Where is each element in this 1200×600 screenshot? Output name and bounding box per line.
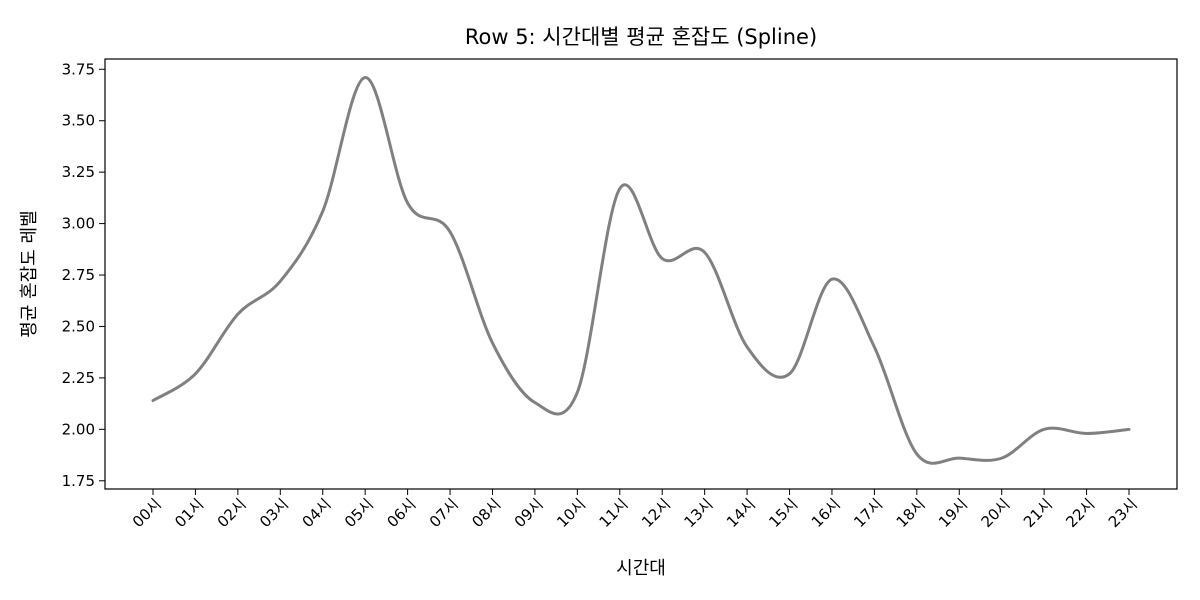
data-point: [618, 187, 622, 191]
data-point: [830, 277, 834, 281]
x-tick-label: 02시: [214, 495, 250, 531]
data-point: [788, 372, 792, 376]
x-tick-label: 23시: [1105, 495, 1141, 531]
data-point: [490, 341, 494, 345]
data-point: [363, 76, 367, 80]
x-tick-label: 09시: [511, 495, 547, 531]
y-tick-label: 3.75: [62, 60, 95, 78]
x-tick-label: 12시: [638, 495, 674, 531]
data-point: [745, 345, 749, 349]
x-tick-label: 06시: [383, 495, 419, 531]
x-tick-label: 18시: [893, 495, 929, 531]
x-tick-label: 10시: [553, 495, 589, 531]
x-tick-label: 13시: [680, 495, 716, 531]
data-point: [872, 345, 876, 349]
data-point: [533, 401, 537, 405]
x-axis: 00시 01시 02시 03시 04시 05시 06시 07시 08시 09시 10시 11시 12시 1…: [129, 489, 1141, 531]
x-tick-label: 20시: [978, 495, 1014, 531]
x-tick-label: 08시: [468, 495, 504, 531]
data-point: [703, 250, 707, 254]
x-tick-label: 16시: [808, 495, 844, 531]
chart-title: Row 5: 시간대별 평균 혼잡도 (Spline): [465, 25, 817, 49]
y-axis-label: 평균 혼잡도 레벨: [19, 210, 40, 337]
x-axis-label: 시간대: [616, 558, 666, 579]
x-tick-label: 21시: [1020, 495, 1056, 531]
x-tick-label: 01시: [171, 495, 207, 531]
data-point: [406, 201, 410, 205]
x-tick-label: 04시: [299, 495, 335, 531]
y-tick-label: 2.00: [62, 420, 95, 438]
y-tick-label: 1.75: [62, 472, 95, 490]
x-tick-label: 03시: [256, 495, 292, 531]
y-tick-label: 2.25: [62, 369, 95, 387]
y-tick-label: 3.00: [62, 215, 95, 233]
y-tick-label: 3.25: [62, 163, 95, 181]
y-axis: 1.75 2.00 2.25 2.50 2.75 3.00 3.25 3.50 3.75: [62, 60, 105, 490]
data-point: [1085, 431, 1089, 435]
data-point: [278, 279, 282, 283]
x-tick-label: 15시: [765, 495, 801, 531]
data-point: [1000, 456, 1004, 460]
x-tick-label: 00시: [129, 495, 165, 531]
data-point: [1127, 427, 1131, 431]
x-tick-label: 05시: [341, 495, 377, 531]
series-line-0: [151, 76, 1131, 465]
y-tick-label: 3.50: [62, 112, 95, 130]
data-point: [957, 456, 961, 460]
data-point: [151, 399, 155, 403]
y-tick-label: 2.50: [62, 317, 95, 335]
x-tick-label: 17시: [850, 495, 886, 531]
plot-frame: [104, 58, 1178, 490]
x-tick-label: 22시: [1062, 495, 1098, 531]
x-tick-label: 19시: [935, 495, 971, 531]
data-point: [236, 312, 240, 316]
x-tick-label: 14시: [723, 495, 759, 531]
data-point: [1042, 427, 1046, 431]
data-point: [660, 257, 664, 261]
data-point: [915, 452, 919, 456]
data-point: [321, 209, 325, 213]
data-point: [448, 230, 452, 234]
x-tick-label: 07시: [426, 495, 462, 531]
series-layer: [151, 76, 1131, 465]
data-point: [575, 390, 579, 394]
data-point: [193, 372, 197, 376]
x-tick-label: 11시: [596, 495, 632, 531]
y-tick-label: 2.75: [62, 266, 95, 284]
